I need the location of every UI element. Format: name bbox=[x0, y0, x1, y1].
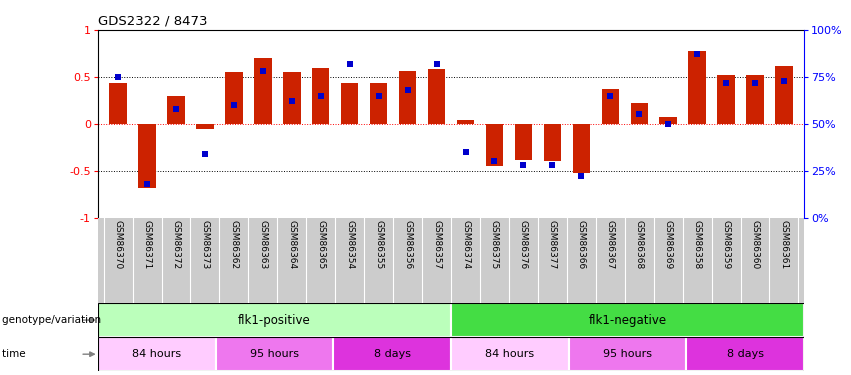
Text: GSM86361: GSM86361 bbox=[780, 220, 788, 270]
Point bbox=[517, 162, 530, 168]
Point bbox=[661, 121, 675, 127]
Bar bbox=[688, 51, 705, 124]
Point bbox=[227, 102, 241, 108]
Text: GSM86360: GSM86360 bbox=[751, 220, 759, 270]
Bar bbox=[515, 124, 532, 159]
Bar bbox=[215, 337, 334, 371]
Bar bbox=[717, 75, 734, 124]
Point bbox=[140, 181, 154, 187]
Bar bbox=[486, 124, 503, 166]
Bar bbox=[544, 124, 561, 161]
Bar bbox=[98, 337, 215, 371]
Bar bbox=[254, 58, 271, 124]
Bar bbox=[334, 337, 451, 371]
Point bbox=[748, 80, 762, 86]
Bar bbox=[457, 120, 474, 124]
Text: GSM86357: GSM86357 bbox=[432, 220, 441, 270]
Point bbox=[430, 61, 443, 67]
Text: GSM86371: GSM86371 bbox=[143, 220, 151, 270]
Bar bbox=[775, 66, 792, 124]
Text: GSM86375: GSM86375 bbox=[490, 220, 499, 270]
Point bbox=[111, 74, 125, 80]
Bar bbox=[573, 124, 590, 172]
Bar bbox=[451, 303, 804, 337]
Bar bbox=[341, 82, 358, 124]
Point bbox=[777, 78, 791, 84]
Bar bbox=[451, 337, 568, 371]
Text: GSM86359: GSM86359 bbox=[722, 220, 730, 270]
Text: GSM86376: GSM86376 bbox=[519, 220, 528, 270]
Point bbox=[603, 93, 617, 99]
Text: GSM86358: GSM86358 bbox=[693, 220, 701, 270]
Bar bbox=[660, 117, 677, 124]
Bar bbox=[631, 103, 648, 124]
Text: 8 days: 8 days bbox=[374, 349, 411, 359]
Point bbox=[690, 51, 704, 57]
Point bbox=[401, 87, 414, 93]
Text: 95 hours: 95 hours bbox=[250, 349, 299, 359]
Bar bbox=[197, 124, 214, 129]
Text: GSM86365: GSM86365 bbox=[317, 220, 325, 270]
Text: GSM86354: GSM86354 bbox=[346, 220, 354, 269]
Point bbox=[488, 158, 501, 164]
Text: GSM86369: GSM86369 bbox=[664, 220, 672, 270]
Text: GSM86364: GSM86364 bbox=[288, 220, 296, 269]
Text: 95 hours: 95 hours bbox=[603, 349, 652, 359]
Point bbox=[314, 93, 328, 99]
Bar bbox=[370, 82, 387, 124]
Text: flk1-positive: flk1-positive bbox=[238, 314, 311, 327]
Bar bbox=[139, 124, 156, 188]
Bar bbox=[746, 75, 763, 124]
Text: GSM86374: GSM86374 bbox=[461, 220, 470, 269]
Text: GSM86373: GSM86373 bbox=[201, 220, 209, 270]
Point bbox=[285, 98, 299, 104]
Bar bbox=[428, 69, 445, 124]
Text: flk1-negative: flk1-negative bbox=[589, 314, 666, 327]
Bar bbox=[687, 337, 804, 371]
Bar bbox=[168, 96, 185, 124]
Bar bbox=[98, 303, 451, 337]
Bar bbox=[399, 71, 416, 124]
Point bbox=[574, 173, 588, 179]
Point bbox=[372, 93, 386, 99]
Text: time: time bbox=[2, 349, 29, 359]
Point bbox=[719, 80, 733, 86]
Bar bbox=[568, 337, 687, 371]
Point bbox=[459, 149, 472, 155]
Bar bbox=[602, 89, 619, 124]
Text: GSM86356: GSM86356 bbox=[403, 220, 412, 270]
Text: 8 days: 8 days bbox=[727, 349, 764, 359]
Point bbox=[545, 162, 559, 168]
Bar bbox=[226, 72, 243, 124]
Text: 84 hours: 84 hours bbox=[485, 349, 534, 359]
Bar bbox=[110, 84, 127, 124]
Point bbox=[256, 68, 270, 74]
Bar bbox=[283, 72, 300, 124]
Point bbox=[343, 61, 357, 67]
Text: GSM86370: GSM86370 bbox=[114, 220, 123, 270]
Point bbox=[198, 151, 212, 157]
Point bbox=[632, 111, 646, 117]
Text: GSM86377: GSM86377 bbox=[548, 220, 557, 270]
Text: GSM86355: GSM86355 bbox=[374, 220, 383, 270]
Text: genotype/variation: genotype/variation bbox=[2, 315, 104, 325]
Text: GSM86368: GSM86368 bbox=[635, 220, 643, 270]
Text: GSM86366: GSM86366 bbox=[577, 220, 585, 270]
Text: GSM86367: GSM86367 bbox=[606, 220, 614, 270]
Text: GSM86362: GSM86362 bbox=[230, 220, 238, 269]
Text: 84 hours: 84 hours bbox=[132, 349, 181, 359]
Bar bbox=[312, 68, 329, 124]
Point bbox=[169, 106, 183, 112]
Text: GDS2322 / 8473: GDS2322 / 8473 bbox=[98, 15, 208, 27]
Text: GSM86363: GSM86363 bbox=[259, 220, 267, 270]
Text: GSM86372: GSM86372 bbox=[172, 220, 180, 269]
